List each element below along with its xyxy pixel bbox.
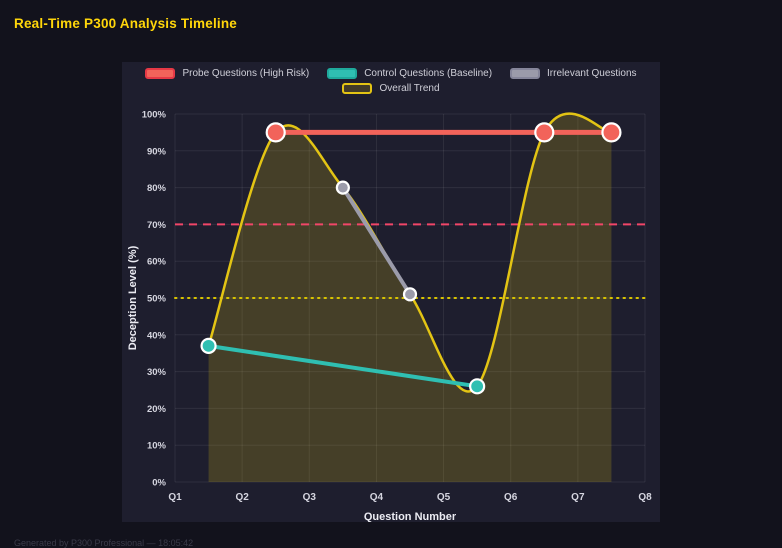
- x-tick-label: Q1: [168, 492, 182, 503]
- legend-item-overall-trend[interactable]: Overall Trend: [342, 83, 440, 94]
- data-point-irrelevant-4.5[interactable]: [402, 287, 418, 302]
- series-line-control: [206, 343, 480, 389]
- x-tick-label: Q7: [571, 492, 585, 503]
- chart-panel: Probe Questions (High Risk) Control Quest…: [122, 62, 660, 524]
- y-tick-label: 50%: [147, 294, 167, 305]
- chart-svg: 0% 10% 20% 30% 40% 50% 60% 70% 80% 90% 100% Q1 Q2 Q3 Q…: [127, 110, 652, 524]
- data-point-control-5.5[interactable]: [469, 378, 486, 395]
- chart-legend: Probe Questions (High Risk) Control Quest…: [122, 68, 660, 94]
- legend-label: Control Questions (Baseline): [364, 68, 493, 79]
- x-tick-label: Q8: [638, 492, 652, 503]
- series-line-irrelevant: [340, 185, 412, 297]
- x-axis-title: Question Number: [364, 511, 457, 522]
- timeline-chart: 0% 10% 20% 30% 40% 50% 60% 70% 80% 90% 100% Q1 Q2 Q3 Q…: [122, 106, 660, 524]
- legend-item-irrelevant-questions[interactable]: Irrelevant Questions: [510, 68, 637, 79]
- legend-label: Overall Trend: [379, 83, 440, 94]
- data-point-probe-6.5[interactable]: [534, 122, 555, 143]
- legend-row-1: Probe Questions (High Risk) Control Quest…: [145, 68, 637, 79]
- data-point-control-1.5[interactable]: [200, 337, 217, 354]
- x-tick-label: Q4: [370, 492, 384, 503]
- y-tick-label: 90%: [147, 146, 167, 157]
- x-tick-label: Q3: [303, 492, 317, 503]
- legend-label: Probe Questions (High Risk): [182, 68, 310, 79]
- x-tick-label: Q5: [437, 492, 451, 503]
- y-tick-label: 70%: [147, 220, 167, 231]
- y-tick-label: 80%: [147, 183, 167, 194]
- y-tick-label: 10%: [147, 441, 167, 452]
- data-point-irrelevant-3.5[interactable]: [335, 180, 350, 195]
- legend-swatch: [145, 68, 176, 79]
- legend-row-2: Overall Trend: [342, 83, 440, 94]
- data-point-probe-7.5[interactable]: [601, 122, 622, 143]
- y-tick-label: 20%: [147, 404, 167, 415]
- legend-item-probe-questions-high-risk[interactable]: Probe Questions (High Risk): [145, 68, 309, 79]
- y-tick-label: 0%: [152, 478, 166, 489]
- y-axis-title: Deception Level (%): [127, 245, 139, 350]
- x-tick-label: Q2: [235, 492, 249, 503]
- axis-ticks: 0% 10% 20% 30% 40% 50% 60% 70% 80% 90% 100% Q1 Q2 Q3 Q…: [142, 110, 652, 504]
- legend-swatch: [342, 83, 373, 94]
- x-tick-label: Q6: [504, 492, 518, 503]
- footer-text: Generated by P300 Professional — 18:05:4…: [14, 538, 194, 548]
- page-title: Real-Time P300 Analysis Timeline: [14, 16, 238, 31]
- legend-item-control-questions-baseline[interactable]: Control Questions (Baseline): [327, 68, 492, 79]
- data-point-probe-2.5[interactable]: [265, 122, 286, 143]
- legend-label: Irrelevant Questions: [547, 68, 637, 79]
- y-tick-label: 100%: [142, 110, 167, 121]
- y-tick-label: 60%: [147, 257, 167, 268]
- y-tick-label: 30%: [147, 367, 167, 378]
- legend-swatch: [327, 68, 358, 79]
- y-tick-label: 40%: [147, 330, 167, 341]
- legend-swatch: [510, 68, 541, 79]
